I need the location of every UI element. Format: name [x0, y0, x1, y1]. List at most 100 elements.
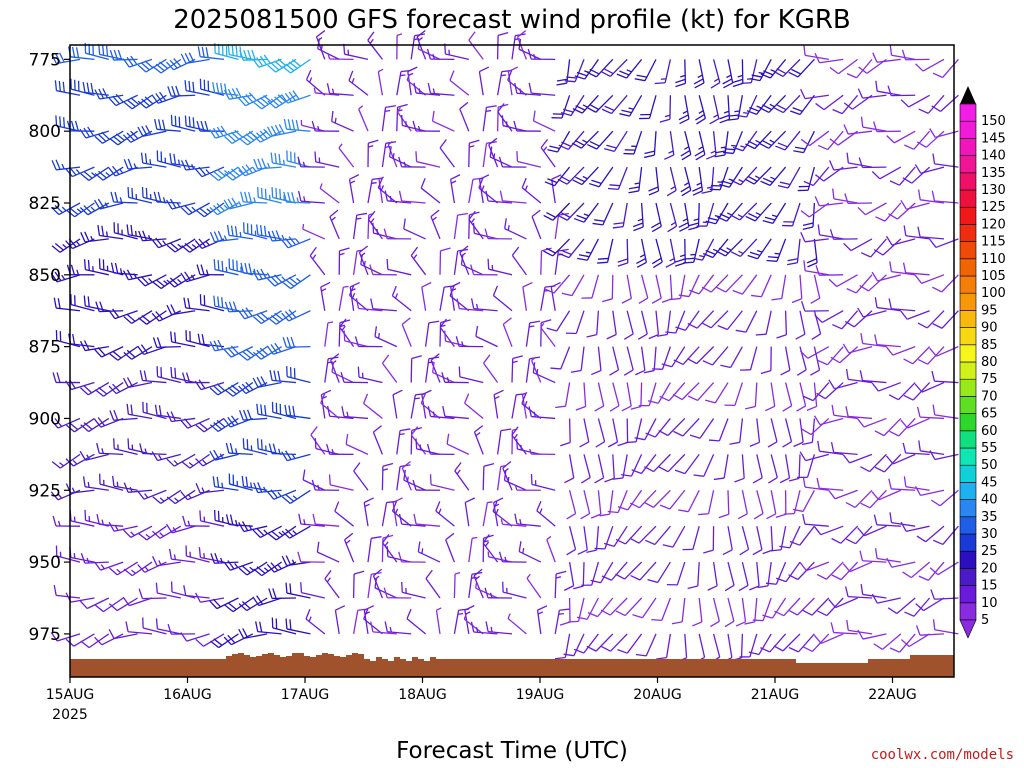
wind-barb: [166, 411, 196, 423]
wind-barb: [875, 80, 901, 96]
wind-barb: [814, 196, 844, 207]
wind-barb: [180, 159, 210, 171]
wind-barb: [340, 372, 369, 384]
y-axis: 775 800 825 850 875 900 925 950 975: [29, 50, 70, 645]
wind-barb: [386, 258, 412, 276]
wind-barb: [475, 582, 498, 599]
terrain-column: [664, 659, 670, 677]
terrain-column: [316, 655, 322, 677]
wind-barb: [661, 346, 686, 368]
colorbar: 5 10 15 20 25 30 35 40 45 50 55 60 65 70 75 80 85 90 95 100…: [959, 86, 1006, 639]
terrain-column: [178, 659, 184, 677]
wind-barb: [631, 453, 657, 475]
wind-barb: [859, 550, 887, 563]
wind-barb: [478, 66, 490, 96]
wind-barb: [501, 115, 527, 132]
wind-barb: [639, 95, 657, 120]
wind-barb: [396, 33, 403, 60]
wind-barb: [732, 274, 758, 295]
terrain-column: [142, 659, 148, 677]
wind-barb: [455, 336, 484, 348]
colorbar-swatch: [959, 464, 977, 483]
wind-barb: [415, 151, 441, 168]
wind-barb: [570, 346, 585, 373]
terrain-column: [586, 659, 592, 677]
wind-barb: [80, 231, 109, 243]
wind-barb: [155, 582, 181, 599]
wind-barb: [730, 202, 758, 221]
wind-barb: [873, 514, 901, 527]
colorbar-swatch: [959, 310, 977, 328]
wind-barb: [563, 561, 575, 591]
wind-barb: [717, 310, 743, 331]
wind-barb: [680, 166, 692, 197]
wind-barb: [817, 224, 844, 240]
wind-barb: [137, 344, 167, 356]
wind-barb: [282, 58, 311, 74]
wind-barb: [252, 128, 282, 143]
terrain-column: [202, 659, 208, 677]
wind-barb: [343, 532, 355, 563]
colorbar-label: 80: [981, 355, 998, 370]
wind-barb: [705, 202, 729, 225]
wind-barb: [80, 166, 110, 181]
wind-barb: [915, 58, 945, 72]
wind-barb: [857, 202, 887, 216]
colorbar-swatch: [959, 585, 977, 604]
wind-barb: [334, 501, 355, 527]
wind-barb: [184, 80, 210, 96]
wind-barb: [817, 346, 844, 366]
wind-barb: [109, 130, 138, 146]
wind-barb: [857, 417, 887, 428]
wind-barb: [540, 319, 552, 347]
wind-barb: [305, 69, 326, 96]
wind-barb: [468, 536, 478, 563]
wind-barb: [98, 44, 124, 61]
wind-barb: [108, 629, 138, 640]
wind-barb: [267, 525, 297, 541]
wind-barb: [678, 202, 690, 232]
wind-barb: [658, 453, 686, 473]
wind-barb: [338, 285, 349, 311]
wind-barb: [266, 124, 297, 137]
wind-barb: [352, 570, 365, 599]
wind-barb: [470, 264, 498, 276]
wind-barb: [302, 223, 326, 240]
wind-barb: [528, 82, 556, 96]
wind-barb: [764, 382, 776, 412]
wind-barb: [709, 166, 729, 191]
colorbar-label: 150: [981, 114, 1006, 129]
wind-barb: [108, 597, 138, 612]
terrain-column: [556, 659, 562, 677]
wind-barb: [267, 58, 297, 73]
wind-barb: [871, 381, 902, 392]
colorbar-label: 135: [981, 166, 1006, 181]
colorbar-swatch: [959, 206, 977, 225]
wind-barb: [453, 212, 469, 239]
wind-barb: [817, 130, 844, 151]
wind-barb: [82, 476, 109, 491]
credit-text: coolwx.com/models: [871, 747, 1014, 763]
wind-barb: [722, 526, 733, 556]
wind-barb: [790, 94, 815, 116]
wind-barb: [917, 189, 945, 204]
colorbar-label: 70: [981, 389, 998, 404]
wind-barb: [788, 454, 801, 482]
wind-barb: [255, 621, 282, 635]
wind-barb: [775, 490, 787, 518]
wind-barb: [789, 525, 815, 546]
wind-barb: [561, 274, 585, 297]
wind-barb: [140, 152, 167, 168]
wind-barb: [427, 406, 455, 420]
wind-barb: [762, 202, 787, 224]
wind-barb: [185, 545, 210, 563]
wind-barb: [857, 525, 887, 537]
terrain-column: [310, 657, 316, 677]
wind-barb: [341, 406, 369, 420]
wind-barb: [773, 633, 801, 652]
wind-barb: [281, 489, 311, 505]
wind-barb: [737, 490, 748, 520]
wind-barb: [755, 310, 772, 336]
wind-barb: [70, 294, 95, 312]
wind-barb: [281, 309, 311, 322]
